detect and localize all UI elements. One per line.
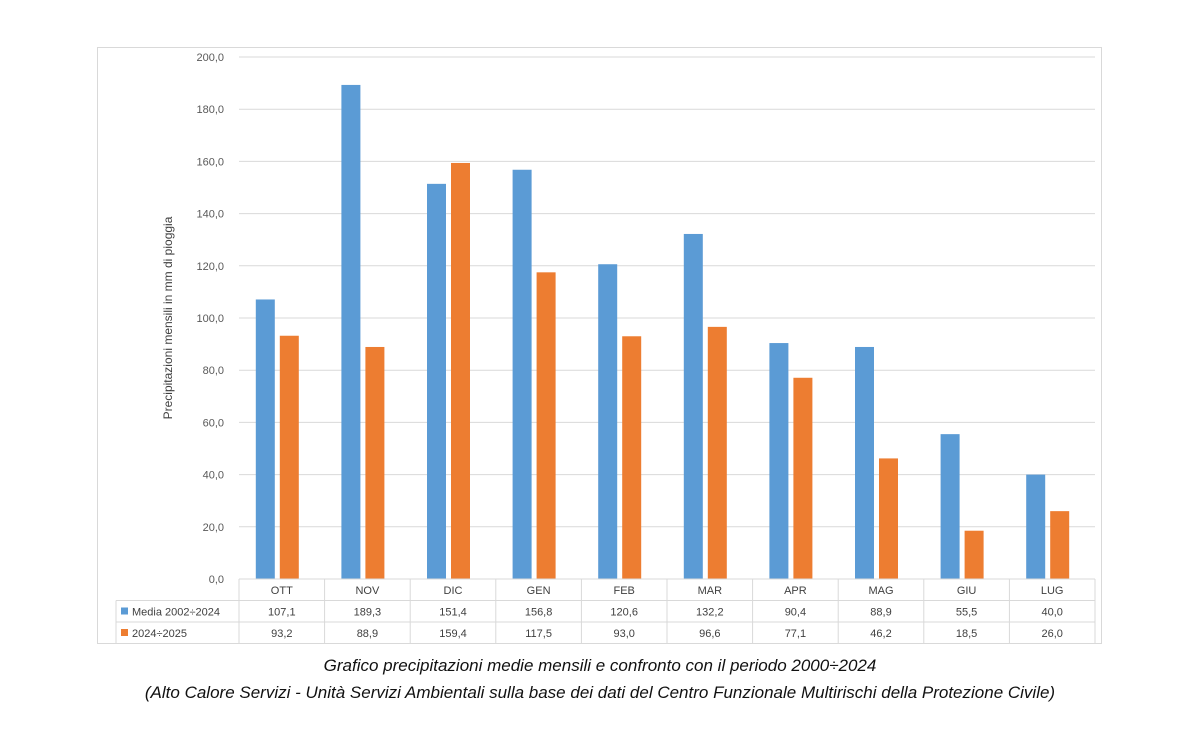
- precipitation-bar-chart: 0,0 20,0 40,0 60,0 80,0 100,0 120,0 140,0 160,0 1…: [115, 52, 1096, 644]
- table-value: 26,0: [1041, 628, 1062, 640]
- y-tick-label: 0,0: [209, 574, 224, 586]
- y-axis-title: Precipitazioni mensili in mm di pioggia: [161, 216, 175, 419]
- table-value: 132,2: [696, 607, 724, 619]
- table-value: 90,4: [785, 607, 806, 619]
- y-tick-label: 60,0: [203, 417, 224, 429]
- bar-current: [793, 377, 813, 579]
- table-value: 18,5: [956, 628, 977, 640]
- category-label: OTT: [271, 585, 293, 597]
- table-value: 189,3: [354, 607, 382, 619]
- category-label: FEB: [613, 585, 634, 597]
- bar-current: [1050, 511, 1070, 579]
- bar-media: [1026, 474, 1046, 579]
- y-tick-label: 120,0: [196, 261, 224, 273]
- legend-key: [121, 629, 128, 636]
- table-value: 151,4: [439, 607, 467, 619]
- legend-label: 2024÷2025: [132, 628, 187, 640]
- table-value: 88,9: [870, 607, 891, 619]
- category-label: DIC: [444, 585, 463, 597]
- legend-key: [121, 607, 128, 615]
- table-value: 120,6: [610, 607, 638, 619]
- category-label: NOV: [355, 585, 380, 597]
- bar-media: [940, 434, 960, 579]
- table-value: 93,2: [271, 628, 292, 640]
- table-value: 93,0: [613, 628, 634, 640]
- category-label: GEN: [527, 585, 551, 597]
- category-label: GIU: [957, 585, 977, 597]
- bar-media: [341, 84, 361, 579]
- table-value: 77,1: [785, 628, 806, 640]
- bar-current: [451, 162, 470, 579]
- bar-current: [279, 335, 299, 579]
- legend-label: Media 2002÷2024: [132, 607, 220, 619]
- bar-current: [365, 346, 385, 579]
- y-tick-label: 180,0: [196, 104, 224, 116]
- y-tick-label: 40,0: [203, 470, 224, 482]
- table-value: 88,9: [357, 628, 378, 640]
- table-value: 96,6: [699, 628, 720, 640]
- table-value: 46,2: [870, 628, 891, 640]
- category-label: LUG: [1041, 585, 1064, 597]
- y-tick-label: 140,0: [196, 209, 224, 221]
- bar-media: [598, 264, 618, 579]
- y-tick-label: 200,0: [196, 52, 224, 64]
- table-value: 117,5: [525, 628, 552, 640]
- bar-current: [879, 458, 898, 579]
- table-value: 156,8: [525, 607, 553, 619]
- bar-media: [769, 343, 789, 579]
- table-value: 159,4: [439, 628, 467, 640]
- bar-media: [427, 183, 446, 579]
- bar-media: [683, 233, 703, 579]
- category-label: MAR: [698, 585, 723, 597]
- category-label: MAG: [868, 585, 893, 597]
- caption-title: Grafico precipitazioni medie mensili e c…: [323, 656, 877, 675]
- bar-media: [255, 299, 275, 579]
- bar-current: [707, 326, 727, 579]
- bar-current: [964, 530, 984, 579]
- caption-source: (Alto Calore Servizi - Unità Servizi Amb…: [144, 683, 1056, 702]
- y-tick-label: 80,0: [203, 365, 224, 377]
- y-tick-label: 160,0: [196, 156, 224, 168]
- y-tick-label: 20,0: [203, 522, 224, 534]
- y-tick-label: 100,0: [196, 313, 224, 325]
- chart-frame: 0,0 20,0 40,0 60,0 80,0 100,0 120,0 140,0 160,0 1…: [97, 47, 1102, 644]
- bar-current: [622, 336, 642, 579]
- bar-media: [855, 346, 874, 579]
- category-label: APR: [784, 585, 807, 597]
- table-value: 55,5: [956, 607, 977, 619]
- table-value: 40,0: [1041, 607, 1062, 619]
- bar-current: [536, 272, 556, 579]
- table-value: 107,1: [268, 607, 296, 619]
- bar-media: [512, 169, 532, 579]
